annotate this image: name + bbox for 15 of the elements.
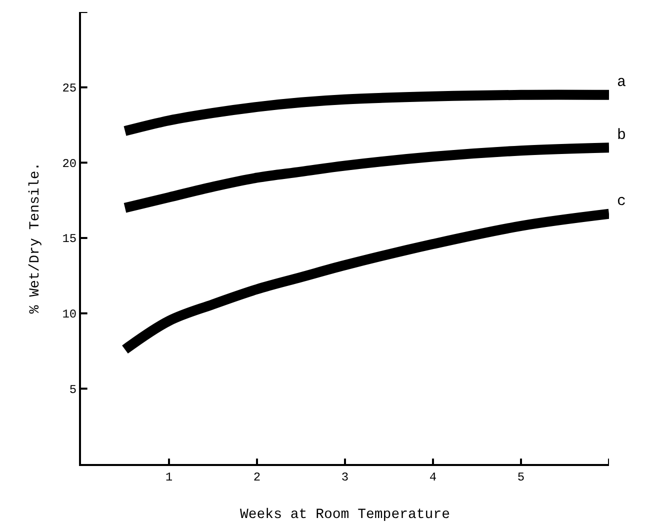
y-tick-label: 15 (62, 232, 77, 246)
x-tick-label: 3 (341, 470, 349, 484)
x-tick-label: 1 (165, 470, 173, 484)
x-axis-title: Weeks at Room Temperature (240, 507, 450, 524)
x-tick-label: 5 (517, 470, 525, 484)
series-label: a (617, 74, 626, 91)
y-tick-label: 20 (62, 156, 77, 171)
y-axis-title: % Wet/Dry Tensile. (27, 162, 44, 314)
x-tick-label: 4 (429, 470, 437, 484)
series-label: c (617, 193, 626, 210)
x-tick-label: 2 (253, 470, 261, 484)
y-tick-label: 10 (62, 308, 77, 322)
series-label: b (617, 127, 626, 144)
y-tick-label: 5 (69, 382, 77, 397)
y-tick-label: 25 (62, 82, 77, 96)
